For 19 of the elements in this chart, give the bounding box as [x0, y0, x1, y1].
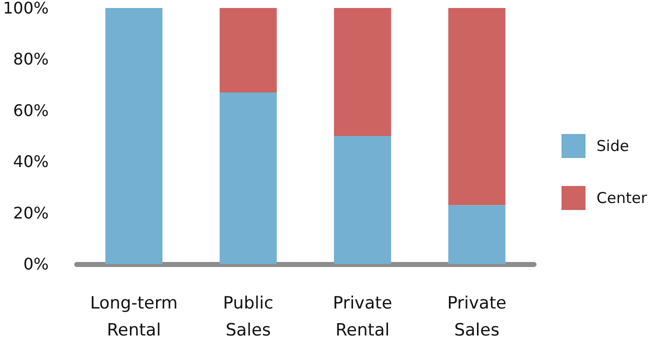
y-tick-label: 40%: [13, 152, 49, 172]
y-tick-label: 20%: [13, 203, 49, 222]
y-tick-label: 100%: [2, 0, 49, 18]
bar: [448, 8, 506, 206]
bar: [334, 8, 392, 136]
x-tick-label: Long-term Rental: [90, 294, 178, 340]
bar: [220, 8, 277, 92]
bar: [334, 136, 392, 264]
x-tick-label: Private Sales: [447, 294, 506, 340]
legend-label: Center: [596, 189, 648, 207]
y-tick-label: 80%: [13, 50, 49, 69]
bar: [220, 92, 277, 264]
y-tick-label: 0%: [23, 254, 49, 274]
legend-label: Side: [596, 137, 629, 155]
x-tick-label: Public Sales: [223, 294, 274, 340]
bar: [448, 205, 506, 264]
y-tick-label: 60%: [13, 100, 49, 120]
bar: [105, 8, 162, 264]
x-tick-label: Private Rental: [332, 294, 392, 340]
